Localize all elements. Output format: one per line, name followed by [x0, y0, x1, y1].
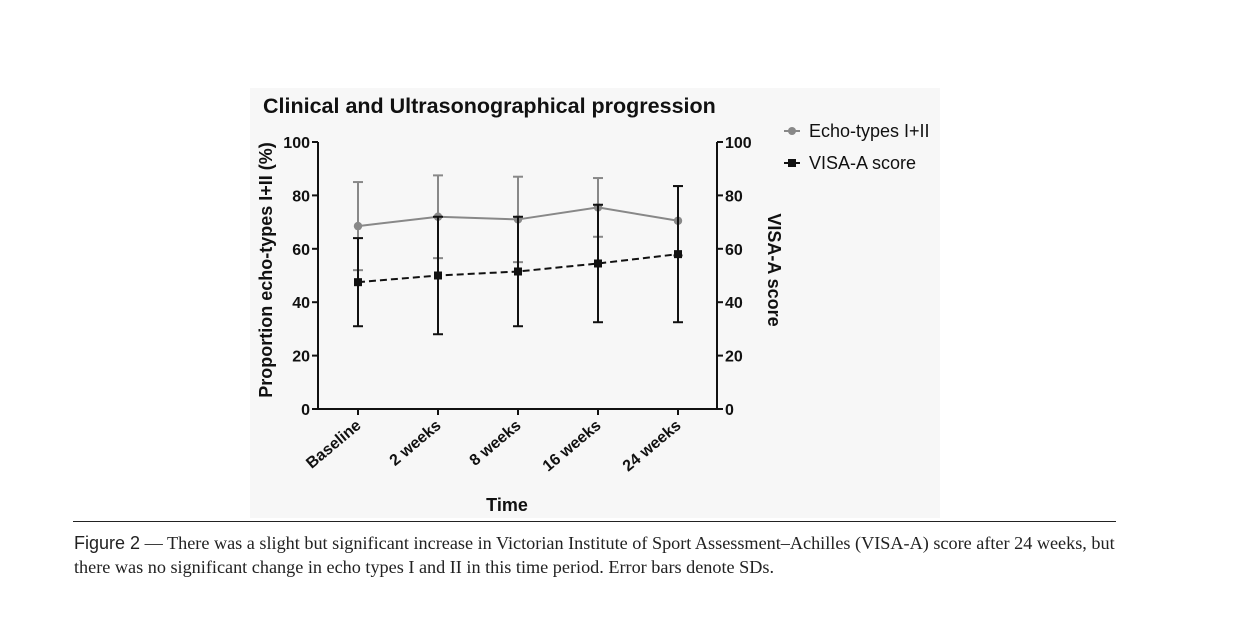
x-tick-label-2: 8 weeks	[467, 417, 525, 470]
caption-divider	[73, 521, 1116, 522]
y-axis-left-label: Proportion echo-types I+II (%)	[256, 142, 276, 398]
x-tick-label-4: 24 weeks	[620, 417, 685, 475]
data-point-1-1	[434, 271, 442, 280]
y-tick-label-left-40: 40	[292, 295, 310, 312]
x-tick-label-0: Baseline	[303, 417, 364, 472]
y-tick-label-right-100: 100	[725, 135, 752, 152]
x-tick-label-1: 2 weeks	[387, 417, 445, 470]
figure-label: Figure 2	[74, 533, 141, 553]
data-point-1-2	[514, 267, 522, 276]
data-point-0-0	[353, 221, 363, 231]
chart-title: Clinical and Ultrasonographical progress…	[263, 94, 716, 118]
y-tick-label-right-20: 20	[725, 349, 743, 366]
figure-panel	[250, 88, 940, 518]
data-point-1-3	[594, 259, 602, 268]
y-tick-label-left-100: 100	[283, 135, 310, 152]
legend-marker-0	[788, 127, 796, 135]
x-tick-label-3: 16 weeks	[540, 417, 605, 475]
y-tick-label-right-60: 60	[725, 242, 743, 259]
y-tick-label-right-80: 80	[725, 188, 743, 205]
y-axis-right-label: VISA-A score	[764, 213, 784, 326]
legend-marker-1	[788, 159, 796, 167]
x-axis-label: Time	[486, 495, 528, 515]
y-tick-label-left-20: 20	[292, 349, 310, 366]
data-point-1-0	[354, 278, 362, 287]
y-tick-label-right-0: 0	[725, 402, 734, 419]
caption-text: — There was a slight but significant inc…	[74, 533, 1115, 577]
y-tick-label-left-80: 80	[292, 188, 310, 205]
y-tick-label-right-40: 40	[725, 295, 743, 312]
legend-label-1: VISA-A score	[809, 153, 916, 173]
legend-label-0: Echo-types I+II	[809, 121, 930, 141]
y-tick-label-left-60: 60	[292, 242, 310, 259]
figure-caption: Figure 2 — There was a slight but signif…	[74, 531, 1134, 579]
data-point-1-4	[674, 250, 682, 259]
y-tick-label-left-0: 0	[301, 402, 310, 419]
